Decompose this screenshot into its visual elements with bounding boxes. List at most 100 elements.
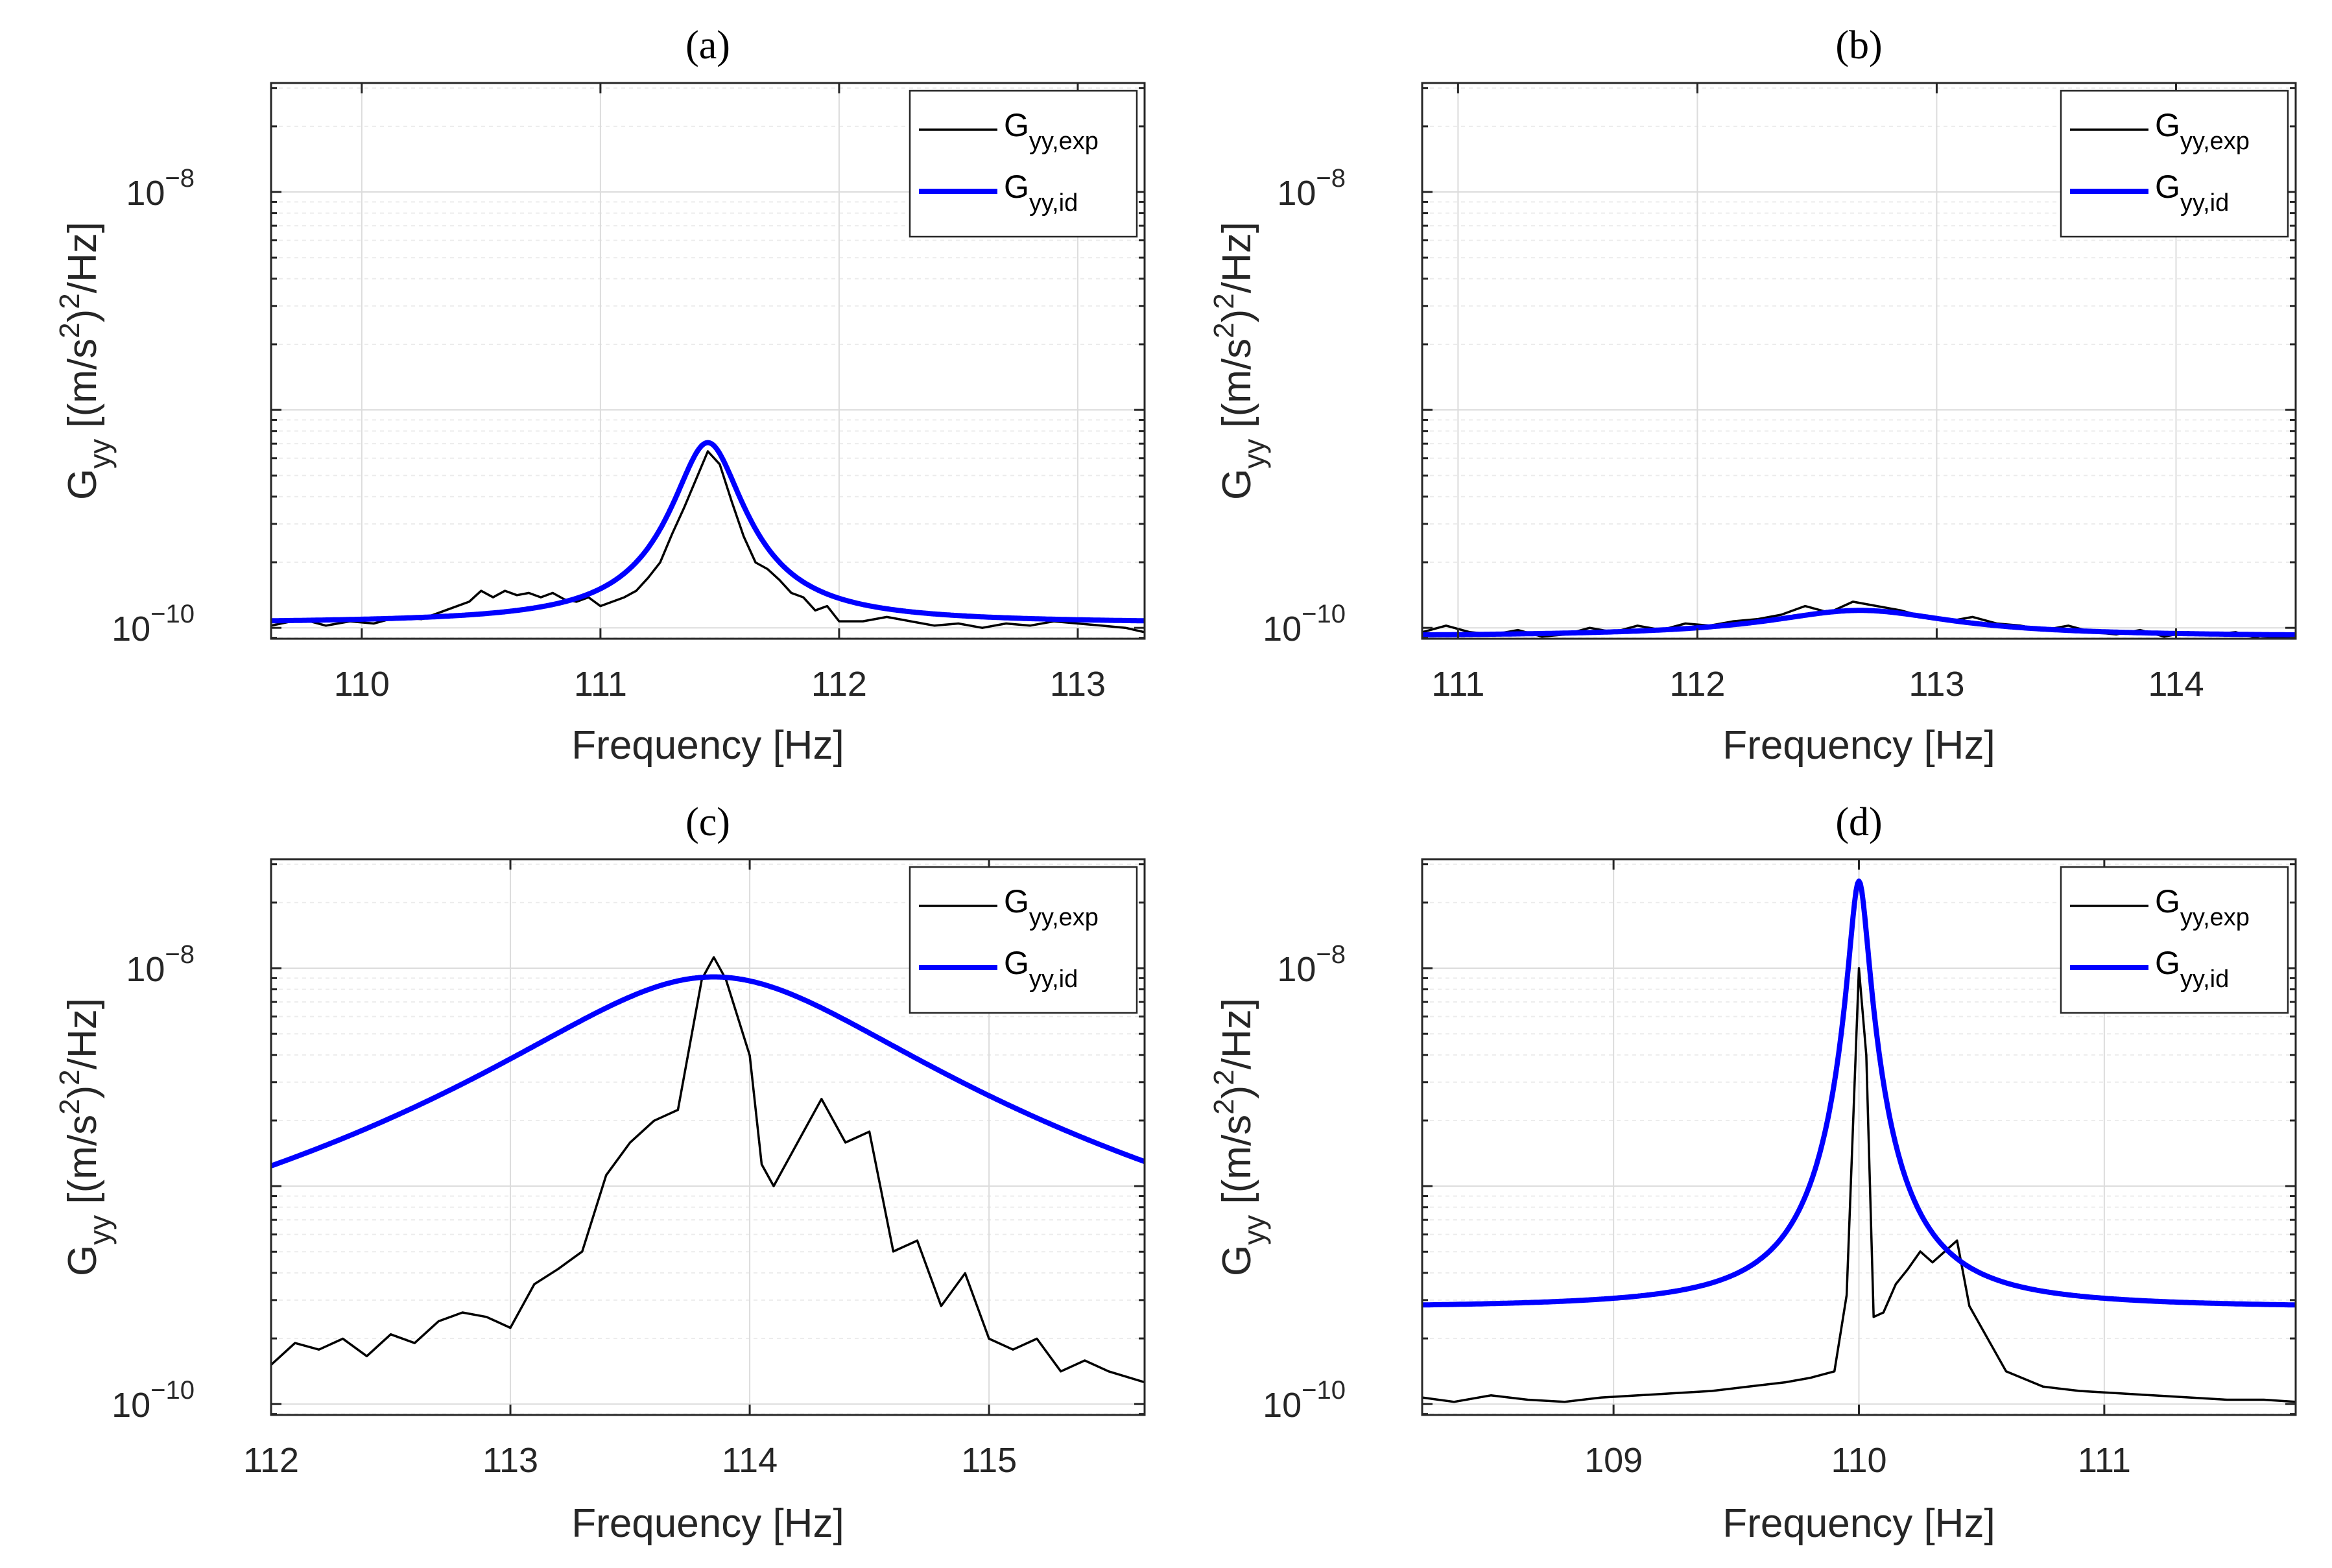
y-label-sub: yy xyxy=(1237,439,1271,469)
panel-title: (c) xyxy=(685,800,730,844)
x-tick-label: 112 xyxy=(811,665,867,704)
y-label-tail: /Hz] xyxy=(1215,998,1259,1069)
x-tick-label: 111 xyxy=(2078,1441,2131,1480)
y-label-paren: ) xyxy=(1215,1086,1259,1099)
legend-sub: yy,id xyxy=(2180,189,2229,217)
panel-title: (a) xyxy=(685,23,730,67)
y-tick-base: 10 xyxy=(112,1386,150,1425)
minor-grid xyxy=(1422,87,2296,639)
ticks xyxy=(1422,859,2296,1416)
x-tick-label: 113 xyxy=(1909,665,1964,704)
legend-sub: yy,exp xyxy=(2180,128,2250,155)
legend-main: G xyxy=(1004,169,1029,205)
y-axis-label: Gyy [(m/s2)2/Hz] xyxy=(54,222,117,500)
y-tick-exponent: −10 xyxy=(1302,1376,1346,1405)
y-label-paren: ) xyxy=(60,309,105,323)
legend-label-exp: Gyy,exp xyxy=(1004,107,1099,155)
y-tick-exponent: −8 xyxy=(1316,940,1346,969)
x-axis-label: Frequency [Hz] xyxy=(1722,1501,1995,1546)
legend: Gyy,exp Gyy,id xyxy=(909,866,1138,1014)
y-label-sub: yy xyxy=(83,1215,117,1245)
y-tick-base: 10 xyxy=(126,950,165,989)
y-label-sup2: 2 xyxy=(1208,293,1240,309)
x-axis-label: Frequency [Hz] xyxy=(571,1501,844,1546)
y-tick-base: 10 xyxy=(1277,950,1316,989)
x-tick-label: 112 xyxy=(1669,665,1725,704)
legend-main: G xyxy=(2155,945,2180,981)
x-tick-label: 110 xyxy=(1831,1441,1886,1480)
y-label-paren: ) xyxy=(1215,309,1259,323)
y-axis-label: Gyy [(m/s2)2/Hz] xyxy=(54,998,117,1276)
y-label-g: G xyxy=(1215,1245,1259,1276)
legend-sub: yy,exp xyxy=(1029,904,1099,931)
ticks xyxy=(1422,83,2296,639)
legend-box xyxy=(2060,89,2289,238)
x-tick-label: 110 xyxy=(334,665,390,704)
legend-sub: yy,id xyxy=(2180,966,2229,993)
y-label-tail: /Hz] xyxy=(60,222,105,293)
x-tick-label: 113 xyxy=(482,1441,538,1480)
y-label-g: G xyxy=(60,469,105,500)
legend-box xyxy=(909,866,1138,1014)
legend-main: G xyxy=(2155,107,2180,143)
y-tick-label: 10−10 xyxy=(1263,1376,1346,1425)
y-label-sub: yy xyxy=(1237,1215,1271,1245)
legend-sub: yy,exp xyxy=(2180,904,2250,931)
y-tick-label: 10−8 xyxy=(126,940,195,989)
x-tick-label: 115 xyxy=(961,1441,1017,1480)
y-label-sub: yy xyxy=(83,439,117,469)
y-label-units: [(m/s xyxy=(1215,1115,1259,1215)
axes-box xyxy=(270,82,1146,640)
y-label-sup: 2 xyxy=(54,1099,86,1114)
legend-label-id: Gyy,id xyxy=(1004,945,1078,993)
legend-main: G xyxy=(2155,883,2180,920)
y-label-paren: ) xyxy=(60,1086,105,1099)
y-label-units: [(m/s xyxy=(60,1115,105,1215)
y-label-sup2: 2 xyxy=(54,1069,86,1085)
legend-main: G xyxy=(1004,107,1029,143)
y-label-units: [(m/s xyxy=(60,339,105,439)
series-line-gyy-id xyxy=(1422,608,2296,637)
legend-sub: yy,id xyxy=(1029,189,1078,217)
y-tick-label: 10−8 xyxy=(1277,940,1346,989)
y-tick-label: 10−10 xyxy=(1263,600,1346,648)
y-label-g: G xyxy=(1215,469,1259,500)
x-tick-label: 112 xyxy=(243,1441,299,1480)
y-label-sup: 2 xyxy=(54,322,86,338)
axes-box xyxy=(270,858,1146,1416)
legend-main: G xyxy=(1004,883,1029,920)
legend-label-id: Gyy,id xyxy=(2155,169,2229,217)
x-tick-label: 111 xyxy=(574,665,627,704)
ticks xyxy=(270,859,1145,1416)
y-label-sup2: 2 xyxy=(1208,1069,1240,1085)
y-tick-exponent: −10 xyxy=(150,600,195,628)
y-tick-base: 10 xyxy=(126,174,165,213)
y-tick-exponent: −8 xyxy=(1316,164,1346,193)
series-line-gyy-id xyxy=(1422,878,2296,1308)
y-tick-label: 10−8 xyxy=(126,164,195,213)
x-tick-label: 109 xyxy=(1584,1441,1643,1480)
y-axis-label: Gyy [(m/s2)2/Hz] xyxy=(1208,222,1271,500)
y-label-sup: 2 xyxy=(1208,1099,1240,1114)
x-axis-label: Frequency [Hz] xyxy=(571,723,844,768)
legend-label-exp: Gyy,exp xyxy=(2155,883,2250,931)
legend-sub: yy,id xyxy=(1029,966,1078,993)
y-label-g: G xyxy=(60,1245,105,1276)
ticks xyxy=(271,83,1145,639)
y-tick-label: 10−10 xyxy=(112,600,195,648)
y-tick-exponent: −10 xyxy=(1302,600,1346,628)
y-tick-exponent: −10 xyxy=(150,1376,195,1405)
y-axis-label: Gyy [(m/s2)2/Hz] xyxy=(1208,998,1271,1276)
legend-label-id: Gyy,id xyxy=(2155,945,2229,993)
panel-title: (d) xyxy=(1835,800,1882,844)
y-tick-label: 10−10 xyxy=(112,1376,195,1425)
x-tick-label: 114 xyxy=(722,1441,778,1480)
legend-label-exp: Gyy,exp xyxy=(2155,107,2250,155)
series-line-gyy-exp xyxy=(271,956,1145,1384)
series-line-gyy-exp xyxy=(271,450,1145,634)
